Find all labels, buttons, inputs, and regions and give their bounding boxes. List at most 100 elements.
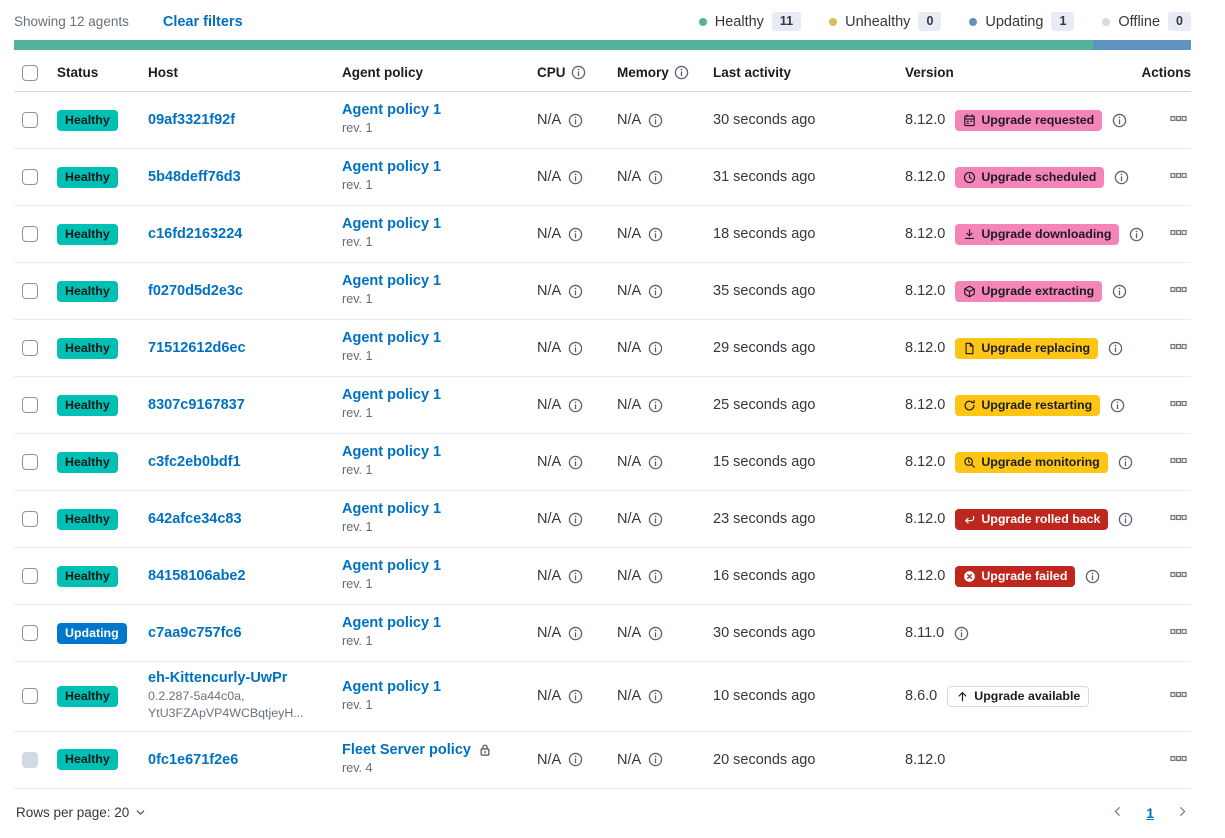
health-bar-segment-updating <box>1092 40 1191 50</box>
row-checkbox[interactable] <box>22 340 38 356</box>
host-link[interactable]: c3fc2eb0bdf1 <box>148 454 241 470</box>
row-checkbox[interactable] <box>22 751 38 768</box>
policy-link[interactable]: Agent policy 1 <box>342 216 442 233</box>
host-link[interactable]: 5b48deff76d3 <box>148 169 241 185</box>
memory-info-icon[interactable] <box>648 227 663 242</box>
row-actions-button[interactable] <box>1166 277 1191 305</box>
upgrade-info-icon[interactable] <box>1112 284 1127 299</box>
upgrade-badge-label: Upgrade scheduled <box>981 169 1097 184</box>
status-badge: Healthy <box>57 223 118 245</box>
policy-link[interactable]: Agent policy 1 <box>342 678 442 695</box>
upgrade-info-icon[interactable] <box>1108 341 1123 356</box>
page-1-button[interactable]: 1 <box>1146 804 1154 821</box>
row-actions-button[interactable] <box>1166 163 1191 191</box>
upgrade-info-icon[interactable] <box>1110 398 1125 413</box>
upgrade-info-icon[interactable] <box>1118 455 1133 470</box>
row-actions-button[interactable] <box>1166 448 1191 476</box>
policy-link[interactable]: Agent policy 1 <box>342 102 442 119</box>
memory-info-icon[interactable] <box>648 341 663 356</box>
cpu-info-icon[interactable] <box>568 626 583 641</box>
memory-info-icon[interactable] <box>648 455 663 470</box>
row-checkbox[interactable] <box>22 454 38 470</box>
memory-info-icon[interactable] <box>648 626 663 641</box>
memory-info-icon[interactable] <box>648 398 663 413</box>
row-actions-button[interactable] <box>1166 220 1191 248</box>
row-checkbox[interactable] <box>22 568 38 584</box>
upgrade-info-icon[interactable] <box>954 626 969 641</box>
policy-revision: rev. 1 <box>342 121 373 136</box>
row-checkbox[interactable] <box>22 625 38 641</box>
select-all-checkbox[interactable] <box>22 64 38 81</box>
prev-page-button[interactable] <box>1109 803 1126 823</box>
row-checkbox[interactable] <box>22 397 38 413</box>
memory-header-info-icon[interactable] <box>674 65 689 80</box>
memory-info-icon[interactable] <box>648 752 663 767</box>
host-link[interactable]: c16fd2163224 <box>148 226 243 242</box>
upgrade-info-icon[interactable] <box>1129 227 1144 242</box>
memory-info-icon[interactable] <box>648 113 663 128</box>
host-link[interactable]: 642afce34c83 <box>148 511 242 527</box>
policy-link[interactable]: Agent policy 1 <box>342 615 442 632</box>
host-link[interactable]: 84158106abe2 <box>148 568 246 584</box>
upgrade-info-icon[interactable] <box>1112 113 1127 128</box>
next-page-button[interactable] <box>1174 803 1191 823</box>
upgrade-status-badge: Upgrade available <box>947 685 1090 707</box>
row-checkbox[interactable] <box>22 169 38 185</box>
row-actions-button[interactable] <box>1166 562 1191 590</box>
upgrade-info-icon[interactable] <box>1118 512 1133 527</box>
host-link[interactable]: f0270d5d2e3c <box>148 283 244 299</box>
rows-per-page-button[interactable]: Rows per page: 20 <box>16 805 146 820</box>
cpu-info-icon[interactable] <box>568 170 583 185</box>
cpu-header-info-icon[interactable] <box>571 65 586 80</box>
download-icon <box>963 228 976 241</box>
row-actions-button[interactable] <box>1166 746 1191 774</box>
host-link[interactable]: 8307c9167837 <box>148 397 245 413</box>
cpu-value: N/A <box>537 283 562 299</box>
row-actions-button[interactable] <box>1166 682 1191 710</box>
boxes-horizontal-icon <box>1170 452 1187 469</box>
cpu-info-icon[interactable] <box>568 341 583 356</box>
upgrade-info-icon[interactable] <box>1114 170 1129 185</box>
memory-info-icon[interactable] <box>648 284 663 299</box>
cpu-info-icon[interactable] <box>568 569 583 584</box>
status-badge: Healthy <box>57 166 118 188</box>
clear-filters-link[interactable]: Clear filters <box>162 13 243 30</box>
policy-link[interactable]: Fleet Server policy <box>342 741 471 758</box>
cpu-info-icon[interactable] <box>568 689 583 704</box>
host-link[interactable]: 71512612d6ec <box>148 340 246 356</box>
memory-info-icon[interactable] <box>648 170 663 185</box>
row-checkbox[interactable] <box>22 511 38 527</box>
row-checkbox[interactable] <box>22 112 38 128</box>
host-link[interactable]: 0fc1e671f2e6 <box>148 751 239 768</box>
cpu-info-icon[interactable] <box>568 455 583 470</box>
cpu-info-icon[interactable] <box>568 227 583 242</box>
memory-info-icon[interactable] <box>648 512 663 527</box>
row-checkbox[interactable] <box>22 688 38 705</box>
policy-link[interactable]: Agent policy 1 <box>342 444 442 461</box>
row-checkbox[interactable] <box>22 226 38 242</box>
host-link[interactable]: c7aa9c757fc6 <box>148 625 242 641</box>
row-actions-button[interactable] <box>1166 106 1191 134</box>
row-checkbox[interactable] <box>22 283 38 299</box>
row-actions-button[interactable] <box>1166 391 1191 419</box>
policy-link[interactable]: Agent policy 1 <box>342 159 442 176</box>
memory-info-icon[interactable] <box>648 689 663 704</box>
memory-info-icon[interactable] <box>648 569 663 584</box>
policy-link[interactable]: Agent policy 1 <box>342 330 442 347</box>
host-link[interactable]: eh-Kittencurly-UwPr <box>148 670 288 686</box>
upgrade-info-icon[interactable] <box>1085 569 1100 584</box>
cpu-info-icon[interactable] <box>568 752 583 767</box>
host-link[interactable]: 09af3321f92f <box>148 112 236 128</box>
row-actions-button[interactable] <box>1166 334 1191 362</box>
cpu-info-icon[interactable] <box>568 113 583 128</box>
policy-link[interactable]: Agent policy 1 <box>342 273 442 290</box>
cpu-info-icon[interactable] <box>568 398 583 413</box>
row-actions-button[interactable] <box>1166 505 1191 533</box>
policy-link[interactable]: Agent policy 1 <box>342 501 442 518</box>
cpu-info-icon[interactable] <box>568 512 583 527</box>
cpu-info-icon[interactable] <box>568 284 583 299</box>
row-actions-button[interactable] <box>1166 619 1191 647</box>
policy-link[interactable]: Agent policy 1 <box>342 558 442 575</box>
status-badge: Healthy <box>57 685 118 707</box>
policy-link[interactable]: Agent policy 1 <box>342 387 442 404</box>
